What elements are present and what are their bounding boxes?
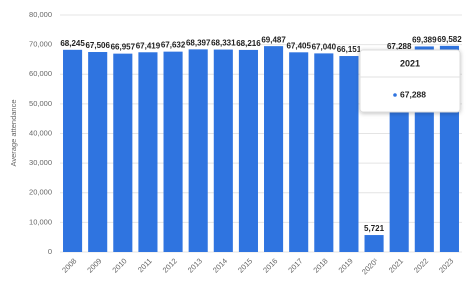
x-tick-label: 2014 bbox=[211, 256, 229, 274]
value-label: 69,582 bbox=[437, 35, 462, 44]
x-tick-label: 2011 bbox=[136, 256, 154, 274]
bar bbox=[238, 49, 258, 253]
x-tick-label: 2010 bbox=[110, 256, 128, 274]
x-tick-label: 2009 bbox=[85, 256, 103, 274]
x-tick-label: 2020¹ bbox=[360, 256, 380, 276]
bar bbox=[113, 53, 133, 252]
value-label: 5,721 bbox=[364, 224, 385, 233]
value-label: 69,389 bbox=[412, 36, 437, 45]
value-label: 66,957 bbox=[111, 43, 136, 52]
bar bbox=[364, 235, 384, 252]
value-label: 67,632 bbox=[161, 41, 186, 50]
value-label: 66,151 bbox=[337, 45, 362, 54]
tooltip-dot bbox=[393, 93, 397, 97]
value-label: 69,487 bbox=[261, 35, 286, 44]
y-tick-label: 40,000 bbox=[29, 128, 52, 137]
value-label: 67,040 bbox=[312, 43, 337, 52]
y-tick-label: 0 bbox=[48, 247, 52, 256]
bar bbox=[264, 46, 284, 253]
value-label: 68,331 bbox=[211, 39, 236, 48]
x-tick-label: 2008 bbox=[60, 256, 78, 274]
value-label: 67,419 bbox=[136, 41, 161, 50]
bar bbox=[213, 49, 233, 252]
y-tick-label: 70,000 bbox=[29, 40, 52, 49]
x-tick-label: 2017 bbox=[286, 256, 304, 274]
y-tick-label: 20,000 bbox=[29, 188, 52, 197]
value-label: 68,245 bbox=[60, 39, 85, 48]
value-label: 68,397 bbox=[186, 38, 211, 47]
bar bbox=[188, 49, 208, 252]
x-tick-label: 2022 bbox=[412, 256, 430, 274]
x-tick-label: 2012 bbox=[161, 256, 179, 274]
tooltip-title: 2021 bbox=[400, 58, 420, 68]
value-label: 67,288 bbox=[387, 42, 412, 51]
bar bbox=[88, 52, 108, 252]
x-tick-label: 2016 bbox=[261, 256, 279, 274]
x-tick-label: 2013 bbox=[186, 256, 204, 274]
x-tick-label: 2023 bbox=[437, 256, 455, 274]
bar bbox=[163, 51, 183, 253]
value-label: 68,216 bbox=[236, 39, 261, 48]
x-tick-label: 2018 bbox=[311, 256, 329, 274]
y-tick-label: 80,000 bbox=[29, 10, 52, 19]
y-tick-label: 10,000 bbox=[29, 217, 52, 226]
y-tick-label: 30,000 bbox=[29, 158, 52, 167]
y-tick-label: 60,000 bbox=[29, 69, 52, 78]
bar bbox=[339, 56, 359, 252]
x-tick-label: 2021 bbox=[387, 256, 405, 274]
tooltip-box bbox=[359, 49, 461, 113]
y-axis-label: Average attendance bbox=[9, 100, 18, 167]
bar bbox=[138, 52, 158, 253]
tooltip-value: 67,288 bbox=[400, 89, 426, 99]
value-label: 67,405 bbox=[286, 41, 311, 50]
bar bbox=[289, 52, 309, 253]
y-tick-label: 50,000 bbox=[29, 99, 52, 108]
value-label: 67,506 bbox=[85, 41, 110, 50]
x-tick-label: 2015 bbox=[236, 256, 254, 274]
x-tick-label: 2019 bbox=[337, 256, 355, 274]
bar bbox=[63, 49, 83, 252]
bar bbox=[314, 53, 334, 253]
